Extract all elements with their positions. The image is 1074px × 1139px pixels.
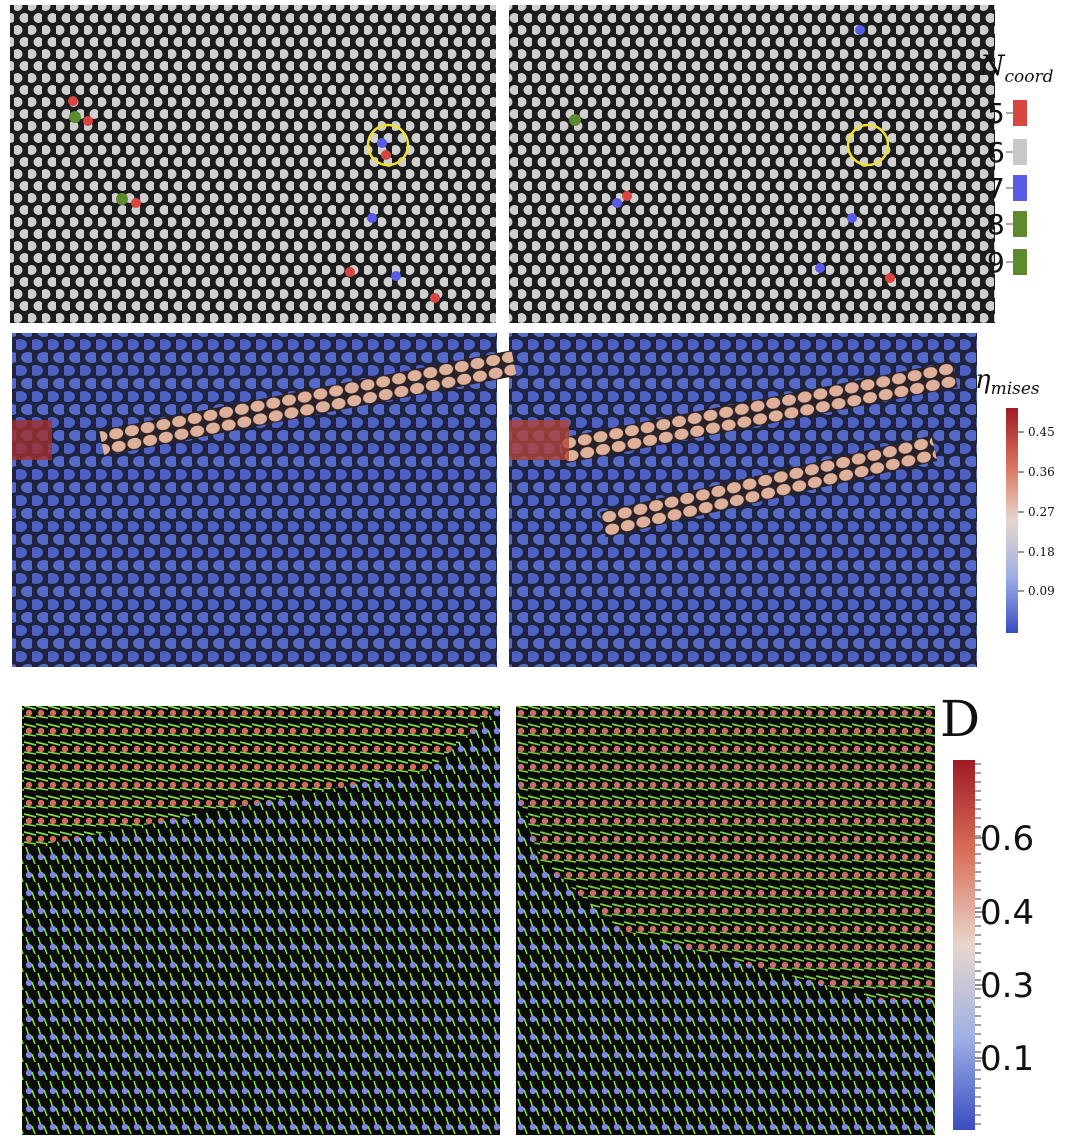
legend-swatch [1013, 249, 1027, 275]
defect [622, 191, 632, 201]
tick-label: 0.3 [980, 966, 1034, 1006]
subscript: coord [1005, 67, 1054, 87]
subscript: mises [991, 379, 1040, 399]
legend-label: 5 [987, 97, 1005, 130]
defect [885, 273, 895, 283]
legend-swatch [1013, 100, 1027, 126]
strain-core [12, 420, 52, 460]
defect [131, 198, 141, 208]
tick-label: 0.45 [1028, 425, 1055, 439]
legend-label: 7 [987, 172, 1005, 205]
defect [569, 114, 581, 126]
defect [367, 213, 377, 223]
defect [855, 25, 865, 35]
mises-colorbar: ηmises 0.45 0.36 0.27 0.18 0.09 [975, 365, 1055, 633]
page: {"coordination_legend": {"symbol": "N", … [0, 0, 1074, 1135]
legend-title: Ncoord [979, 49, 1054, 87]
symbol: η [975, 365, 991, 395]
coord-panel-left [10, 5, 496, 323]
legend-swatch [1013, 175, 1027, 201]
tick-label: 0.27 [1028, 505, 1055, 519]
defect [377, 138, 387, 148]
defect [83, 116, 93, 126]
defect [116, 193, 128, 205]
legend-label: 6 [987, 136, 1005, 169]
legend-swatch [1013, 139, 1027, 165]
tick-label: 0.6 [980, 819, 1034, 859]
defect [612, 198, 622, 208]
symbol: N [979, 49, 1006, 82]
tick-label: 0.36 [1028, 465, 1055, 479]
figure: Ncoord 5 678 9 ηmises 0.45 0.36 0.27 0.18 0.09… [0, 0, 1074, 1135]
tick-label: 0.1 [980, 1039, 1034, 1079]
coord-panel-right [509, 5, 995, 323]
legend-swatch [1013, 211, 1027, 237]
defect [69, 111, 81, 123]
defect [430, 293, 440, 303]
legend-label: 8 [987, 208, 1005, 241]
colorbar [1006, 408, 1018, 633]
d-colorbar: D 0.6 0.4 0.3 0.1 [940, 690, 1034, 1130]
defect [847, 213, 857, 223]
colorbar [953, 760, 975, 1130]
tick-label: 0.18 [1028, 545, 1055, 559]
tick-label: 0.09 [1028, 584, 1055, 598]
defect [68, 96, 78, 106]
defect [381, 150, 391, 160]
defect [391, 271, 401, 281]
colorbar-title: D [940, 690, 980, 748]
legend-label: 9 [987, 246, 1005, 279]
defect [345, 267, 355, 277]
defect [815, 263, 825, 273]
strain-core [509, 420, 569, 460]
tick-label: 0.4 [980, 893, 1034, 933]
colorbar-title: ηmises [975, 365, 1040, 399]
